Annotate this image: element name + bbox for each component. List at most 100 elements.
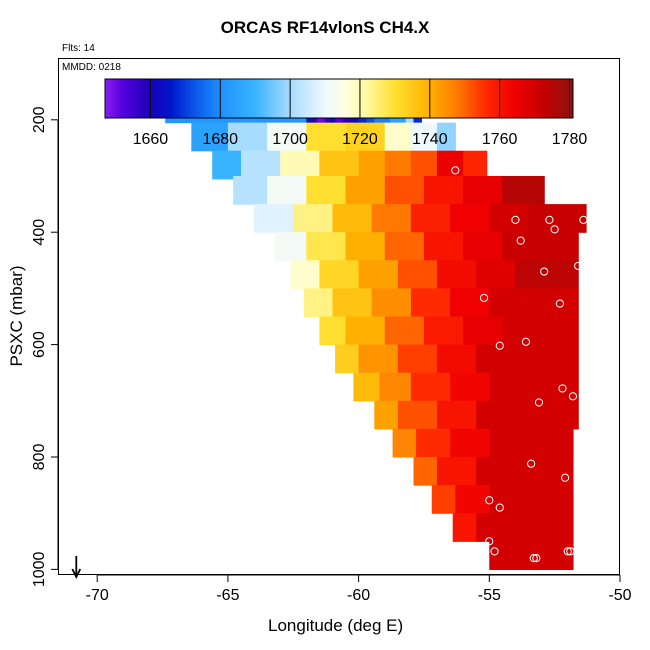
heatmap-cell [410,122,438,152]
heatmap-cell [476,400,579,430]
heatmap-cell [384,232,425,261]
heatmap-cell [413,456,438,486]
heatmap-cell [528,204,587,233]
heatmap-cell [423,316,464,346]
heatmap-cell [384,176,425,205]
heatmap-cell [463,150,488,180]
heatmap-cell [240,150,281,180]
heatmap-cell [476,456,574,486]
y-tick-label: 400 [31,219,48,246]
heatmap-cell [489,288,579,318]
colorbar-tick-label: 1780 [552,131,588,148]
sample-point [545,215,554,224]
heatmap-cell [306,122,347,152]
heatmap-cell [384,122,412,152]
heatmap-cell [319,150,360,180]
heatmap-cell [227,122,268,152]
heatmap-cell [267,176,307,205]
heatmap-cell [489,428,574,458]
sample-point [555,299,564,308]
chart-title: ORCAS RF14vlonS CH4.X [220,18,430,37]
heatmap-cell [450,372,490,402]
colorbar-tick-label: 1680 [202,131,238,148]
heatmap-cell [502,316,579,346]
heatmap-cell [450,204,490,233]
sample-point [563,547,572,556]
heatmap-cell [397,260,438,289]
x-axis-label: Longitude (deg E) [268,616,404,635]
heatmap-cell [502,176,545,205]
heatmap-cell [410,204,451,233]
colorbar-tick-label: 1700 [272,131,308,148]
sample-point [568,392,578,401]
heatmap-cells [165,94,587,570]
heatmap-cell [384,316,425,346]
heatmap-cell [212,150,242,180]
sample-point [550,225,559,234]
x-tick-label: -70 [86,587,109,604]
x-tick-label: -55 [478,587,501,604]
sample-point [532,554,541,563]
heatmap-cell [332,288,373,318]
heatmap-cell [254,204,294,233]
colorbar-tick-label: 1720 [342,131,378,148]
heatmap-cell [476,344,579,374]
heatmap-cell [345,316,386,346]
heatmap-cell [410,150,438,180]
heatmap-cell [397,400,438,430]
surface-arrow-icon [71,556,82,580]
sample-point [566,547,575,556]
heatmap-cell [437,260,477,289]
heatmap-cell [410,372,451,402]
sample-point [558,384,567,393]
y-tick-label: 800 [31,444,48,471]
sample-point [451,166,460,175]
heatmap-cell [379,372,412,402]
heatmap-cell [303,288,334,318]
x-tick-label: -60 [347,587,370,604]
sample-point [527,459,536,468]
colorbar-tick-label: 1740 [412,131,448,148]
heatmap-cell [233,176,268,205]
sample-point [521,337,531,346]
sample-point [485,537,494,546]
heatmap-cell [335,344,360,374]
heatmap-cell [437,344,477,374]
colorbar-tick-label: 1760 [482,131,518,148]
heatmap-cell [437,400,477,430]
heatmap-cell [489,204,530,233]
sample-point [511,215,520,224]
y-tick-label: 200 [31,106,48,133]
sample-point [540,267,549,276]
sample-point [479,293,489,303]
heatmap-cell [267,122,307,152]
heatmap-cell [290,260,320,289]
heatmap-cell [392,428,417,458]
heatmap-cell [280,150,320,180]
heatmap-cell [274,232,307,261]
heatmap-cell [345,176,386,205]
heatmap-cell [374,400,399,430]
sample-point [574,261,583,271]
sample-point [485,496,494,505]
heatmap-cell [345,122,386,152]
heatmap-cell [358,344,399,374]
heatmap-cell [319,260,360,289]
x-tick-label: -50 [608,587,631,604]
heatmap-cell [489,372,579,402]
heatmap-cell [437,122,456,152]
heatmap-cell [437,150,464,180]
heatmap-cell [371,204,412,233]
x-tick-label: -65 [216,587,239,604]
sample-point [529,554,538,563]
heatmap-cell [502,232,579,261]
sample-point [534,398,544,407]
heatmap-cell [431,485,456,514]
heatmap-cell [476,513,574,542]
heatmap-cell [319,316,347,346]
y-axis: 200 400 600 800 1000 [31,106,59,587]
surface-marker [71,556,82,580]
heatmap-cell [191,122,229,152]
colorbar-gradient-bar [104,78,574,119]
